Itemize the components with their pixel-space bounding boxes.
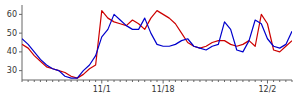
chart: 30 40 50 60 11/1 11/18 12/2 bbox=[0, 0, 300, 96]
x-minor-tick bbox=[46, 80, 47, 82]
x-tick bbox=[163, 80, 164, 84]
x-tick-label: 12/2 bbox=[258, 85, 276, 94]
x-minor-tick bbox=[261, 80, 262, 82]
x-minor-tick bbox=[175, 80, 176, 82]
x-minor-tick bbox=[279, 80, 280, 82]
x-minor-tick bbox=[212, 80, 213, 82]
x-minor-tick bbox=[193, 80, 194, 82]
y-tick bbox=[19, 70, 22, 71]
x-minor-tick bbox=[218, 80, 219, 82]
x-minor-tick bbox=[83, 80, 84, 82]
x-minor-tick bbox=[89, 80, 90, 82]
x-minor-tick bbox=[114, 80, 115, 82]
y-axis-line bbox=[22, 5, 23, 80]
x-minor-tick bbox=[107, 80, 108, 82]
x-minor-tick bbox=[64, 80, 65, 82]
x-minor-tick bbox=[126, 80, 127, 82]
x-minor-tick bbox=[187, 80, 188, 82]
x-minor-tick bbox=[52, 80, 53, 82]
series-line bbox=[22, 11, 292, 79]
y-tick-label: 60 bbox=[7, 10, 17, 19]
x-minor-tick bbox=[132, 80, 133, 82]
x-minor-tick bbox=[224, 80, 225, 82]
x-minor-tick bbox=[144, 80, 145, 82]
x-minor-tick bbox=[181, 80, 182, 82]
y-tick bbox=[19, 33, 22, 34]
x-minor-tick bbox=[40, 80, 41, 82]
y-tick-label: 30 bbox=[7, 66, 17, 75]
x-minor-tick bbox=[150, 80, 151, 82]
x-minor-tick bbox=[77, 80, 78, 82]
x-tick-label: 11/1 bbox=[93, 85, 111, 94]
x-minor-tick bbox=[58, 80, 59, 82]
x-minor-tick bbox=[230, 80, 231, 82]
x-minor-tick bbox=[169, 80, 170, 82]
x-minor-tick bbox=[71, 80, 72, 82]
x-minor-tick bbox=[120, 80, 121, 82]
y-tick-label: 40 bbox=[7, 47, 17, 56]
plot-area bbox=[22, 11, 292, 79]
x-minor-tick bbox=[292, 80, 293, 82]
x-minor-tick bbox=[28, 80, 29, 82]
x-minor-tick bbox=[242, 80, 243, 82]
x-minor-tick bbox=[22, 80, 23, 82]
y-tick bbox=[19, 14, 22, 15]
x-minor-tick bbox=[236, 80, 237, 82]
x-minor-tick bbox=[138, 80, 139, 82]
y-tick-label: 50 bbox=[7, 29, 17, 38]
x-minor-tick bbox=[34, 80, 35, 82]
x-tick bbox=[101, 80, 102, 84]
x-tick bbox=[267, 80, 268, 84]
x-minor-tick bbox=[206, 80, 207, 82]
x-minor-tick bbox=[199, 80, 200, 82]
series-line bbox=[22, 14, 292, 78]
x-minor-tick bbox=[255, 80, 256, 82]
x-minor-tick bbox=[249, 80, 250, 82]
x-minor-tick bbox=[95, 80, 96, 82]
y-tick bbox=[19, 51, 22, 52]
x-tick-label: 11/18 bbox=[152, 85, 175, 94]
x-minor-tick bbox=[273, 80, 274, 82]
x-minor-tick bbox=[285, 80, 286, 82]
x-minor-tick bbox=[157, 80, 158, 82]
